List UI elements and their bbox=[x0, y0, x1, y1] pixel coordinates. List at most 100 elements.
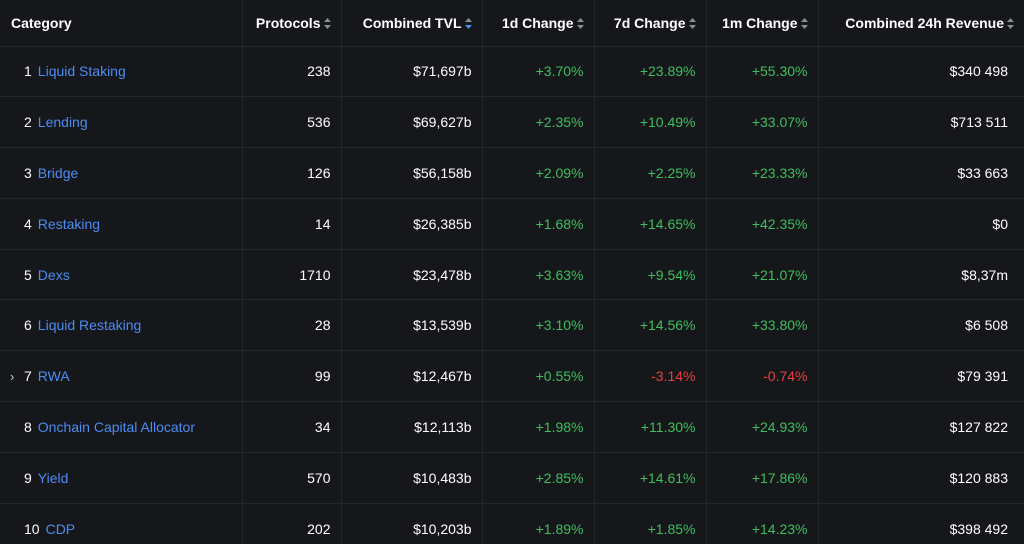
sort-desc-icon[interactable] bbox=[464, 16, 472, 29]
change-7d-cell: +14.56% bbox=[593, 299, 706, 352]
change-1d-cell: +3.10% bbox=[481, 299, 594, 352]
category-link[interactable]: Bridge bbox=[37, 164, 79, 181]
combined-tvl-cell: $71,697b bbox=[340, 46, 482, 98]
category-cell: 2 Lending bbox=[0, 96, 242, 149]
protocols-cell: 28 bbox=[241, 299, 341, 352]
table-row[interactable]: 3 Bridge 126 $56,158b +2.09% +2.25% +23.33% $33… bbox=[0, 147, 1024, 199]
table-row[interactable]: 1 Liquid Staking 238 $71,697b +3.70% +23.89% +… bbox=[0, 46, 1024, 98]
rank-number: 5 bbox=[24, 266, 32, 283]
sort-icon[interactable] bbox=[688, 16, 696, 29]
revenue-24h-cell: $0 bbox=[817, 198, 1024, 250]
category-link[interactable]: Restaking bbox=[37, 215, 101, 232]
category-link[interactable]: Yield bbox=[37, 469, 69, 486]
column-header-label: Category bbox=[11, 14, 72, 31]
category-link[interactable]: Onchain Capital Allocator bbox=[37, 418, 195, 435]
revenue-24h-cell: $398 492 bbox=[817, 503, 1024, 544]
column-header-label: 1d Change bbox=[501, 14, 574, 31]
column-header-label: 1m Change bbox=[722, 14, 798, 31]
category-cell: 5 Dexs bbox=[0, 249, 242, 301]
category-link[interactable]: Lending bbox=[37, 114, 88, 131]
table-row[interactable]: 2 Lending 536 $69,627b +2.35% +10.49% +33.07% $… bbox=[0, 96, 1024, 149]
change-1d-cell: +3.63% bbox=[481, 249, 594, 301]
column-header-7d-change[interactable]: 7d Change bbox=[593, 0, 706, 47]
revenue-24h-cell: $8,37m bbox=[817, 249, 1024, 301]
table-row[interactable]: 10 CDP 202 $10,203b +1.89% +1.85% +14.23% $398 … bbox=[0, 503, 1024, 544]
revenue-24h-cell: $713 511 bbox=[817, 96, 1024, 149]
change-1d-cell: +1.89% bbox=[481, 503, 594, 544]
protocols-cell: 1710 bbox=[241, 249, 341, 301]
protocols-cell: 14 bbox=[241, 198, 341, 250]
combined-tvl-cell: $13,539b bbox=[340, 299, 482, 352]
expand-chevron-icon[interactable]: › bbox=[10, 369, 15, 385]
change-7d-cell: +10.49% bbox=[593, 96, 706, 149]
change-1d-cell: +3.70% bbox=[481, 46, 594, 98]
change-1m-cell: +42.35% bbox=[705, 198, 818, 250]
change-7d-cell: +23.89% bbox=[593, 46, 706, 98]
category-link[interactable]: Dexs bbox=[37, 266, 70, 283]
change-1d-cell: +1.98% bbox=[481, 401, 594, 453]
rank-number: 4 bbox=[24, 215, 32, 232]
protocols-cell: 99 bbox=[241, 350, 341, 403]
combined-tvl-cell: $10,483b bbox=[340, 452, 482, 504]
column-header-category: Category bbox=[0, 0, 242, 47]
category-cell: 3 Bridge bbox=[0, 147, 242, 199]
rank-number: 7 bbox=[24, 368, 32, 385]
rank-number: 9 bbox=[24, 469, 32, 486]
category-link[interactable]: Liquid Restaking bbox=[37, 317, 142, 334]
change-1m-cell: -0.74% bbox=[705, 350, 818, 403]
revenue-24h-cell: $6 508 bbox=[817, 299, 1024, 352]
protocols-cell: 238 bbox=[241, 46, 341, 98]
table-row[interactable]: 4 Restaking 14 $26,385b +1.68% +14.65% +42.35%… bbox=[0, 198, 1024, 250]
change-1m-cell: +23.33% bbox=[705, 147, 818, 199]
combined-tvl-cell: $12,113b bbox=[340, 401, 482, 453]
change-1m-cell: +33.07% bbox=[705, 96, 818, 149]
protocols-cell: 536 bbox=[241, 96, 341, 149]
combined-tvl-cell: $23,478b bbox=[340, 249, 482, 301]
change-1m-cell: +17.86% bbox=[705, 452, 818, 504]
table-body: 1 Liquid Staking 238 $71,697b +3.70% +23.89% +… bbox=[0, 46, 1024, 544]
category-cell: 6 Liquid Restaking bbox=[0, 299, 242, 352]
sort-icon[interactable] bbox=[800, 16, 808, 29]
protocols-cell: 34 bbox=[241, 401, 341, 453]
column-header-label: Combined TVL bbox=[362, 14, 462, 31]
rank-number: 2 bbox=[24, 114, 32, 131]
change-1d-cell: +0.55% bbox=[481, 350, 594, 403]
table-row[interactable]: 6 Liquid Restaking 28 $13,539b +3.10% +14.56%… bbox=[0, 299, 1024, 352]
column-header-1d-change[interactable]: 1d Change bbox=[481, 0, 594, 47]
protocols-cell: 202 bbox=[241, 503, 341, 544]
sort-icon[interactable] bbox=[576, 16, 584, 29]
combined-tvl-cell: $10,203b bbox=[340, 503, 482, 544]
change-1m-cell: +24.93% bbox=[705, 401, 818, 453]
category-cell: 10 CDP bbox=[0, 503, 242, 544]
change-1m-cell: +55.30% bbox=[705, 46, 818, 98]
change-7d-cell: -3.14% bbox=[593, 350, 706, 403]
column-header-combined-24h-revenue[interactable]: Combined 24h Revenue bbox=[817, 0, 1024, 47]
change-1m-cell: +14.23% bbox=[705, 503, 818, 544]
column-header-combined-tvl[interactable]: Combined TVL bbox=[340, 0, 482, 47]
change-1d-cell: +2.85% bbox=[481, 452, 594, 504]
sort-icon[interactable] bbox=[323, 16, 331, 29]
table-row[interactable]: › 7 RWA 99 $12,467b +0.55% -3.14% -0.74% $79 391 bbox=[0, 350, 1024, 403]
table-row[interactable]: 9 Yield 570 $10,483b +2.85% +14.61% +17.86% $12… bbox=[0, 452, 1024, 504]
combined-tvl-cell: $69,627b bbox=[340, 96, 482, 149]
category-link[interactable]: CDP bbox=[45, 520, 76, 537]
revenue-24h-cell: $79 391 bbox=[817, 350, 1024, 403]
column-header-label: Combined 24h Revenue bbox=[845, 14, 1004, 31]
change-1d-cell: +2.09% bbox=[481, 147, 594, 199]
rank-number: 10 bbox=[24, 520, 40, 537]
column-header-1m-change[interactable]: 1m Change bbox=[705, 0, 818, 47]
category-link[interactable]: Liquid Staking bbox=[37, 63, 126, 80]
category-cell: 9 Yield bbox=[0, 452, 242, 504]
category-link[interactable]: RWA bbox=[37, 368, 70, 385]
category-cell: 1 Liquid Staking bbox=[0, 46, 242, 98]
table-row[interactable]: 5 Dexs 1710 $23,478b +3.63% +9.54% +21.07% $8,3… bbox=[0, 249, 1024, 301]
change-7d-cell: +9.54% bbox=[593, 249, 706, 301]
table-row[interactable]: 8 Onchain Capital Allocator 34 $12,113b +1.9… bbox=[0, 401, 1024, 453]
change-1d-cell: +2.35% bbox=[481, 96, 594, 149]
category-cell: › 7 RWA bbox=[0, 350, 242, 403]
change-7d-cell: +1.85% bbox=[593, 503, 706, 544]
column-header-protocols[interactable]: Protocols bbox=[241, 0, 341, 47]
protocols-cell: 126 bbox=[241, 147, 341, 199]
sort-icon[interactable] bbox=[1007, 16, 1014, 29]
